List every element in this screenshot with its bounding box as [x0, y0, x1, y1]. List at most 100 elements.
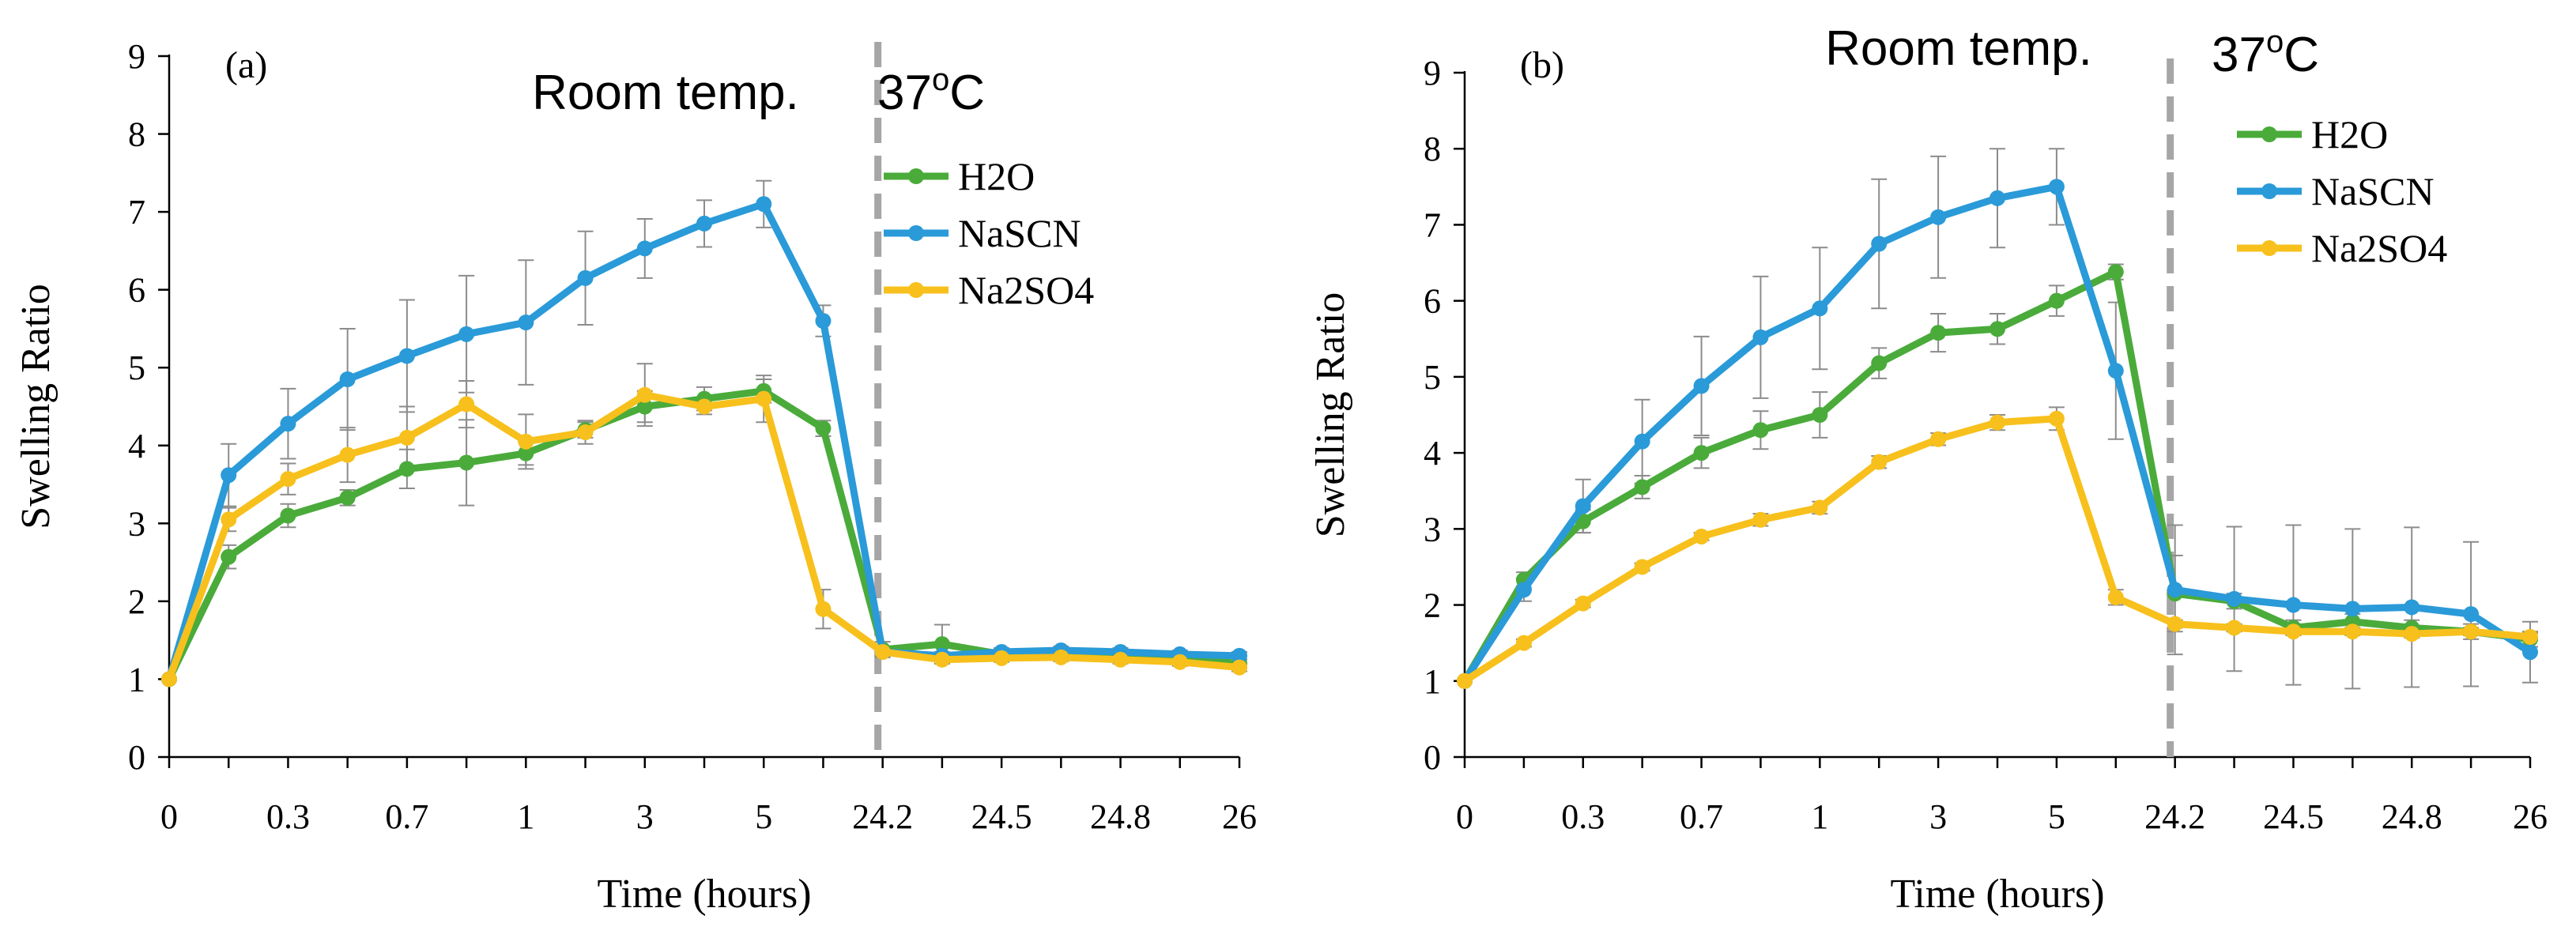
- data-point: [2463, 606, 2480, 623]
- data-point: [577, 424, 594, 441]
- data-point: [398, 461, 415, 477]
- data-point: [1693, 528, 1710, 544]
- series-na2so4: [161, 386, 1247, 687]
- data-point: [1515, 582, 1532, 598]
- data-point: [280, 471, 296, 488]
- legend-swatch-marker: [2261, 183, 2277, 199]
- series-h2o: [161, 382, 1247, 687]
- temperature-37c-label: 37oC: [877, 62, 985, 120]
- data-point: [756, 196, 772, 213]
- data-point: [221, 467, 237, 484]
- series-nascn: [1457, 179, 2538, 689]
- x-axis-title: Time (hours): [597, 872, 811, 917]
- series-line-h2o: [165, 387, 1243, 683]
- data-point: [636, 240, 653, 257]
- data-point: [458, 326, 475, 342]
- data-point: [1693, 445, 1710, 461]
- x-tick-label: 24.8: [2382, 797, 2442, 836]
- data-point: [2048, 292, 2065, 309]
- y-tick-label: 3: [128, 504, 145, 543]
- x-tick-label: 0.3: [1561, 797, 1605, 836]
- data-point: [339, 371, 356, 388]
- legend-label-h2o: H2O: [958, 154, 1035, 198]
- y-axis-title: Swelling Ratio: [13, 284, 58, 529]
- y-tick-label: 1: [1424, 662, 1441, 701]
- data-point: [2344, 623, 2361, 640]
- series-na2so4: [1457, 410, 2538, 689]
- x-tick-label: 5: [755, 797, 772, 836]
- data-point: [1990, 414, 2005, 431]
- y-tick-label: 0: [128, 738, 145, 777]
- data-point: [2404, 626, 2420, 642]
- legend-label-na2so4: Na2SO4: [958, 268, 1094, 312]
- data-point: [1871, 235, 1888, 252]
- legend-label-nascn: NaSCN: [958, 211, 1081, 255]
- data-point: [458, 454, 475, 471]
- temperature-value: 37: [2212, 28, 2266, 82]
- x-tick-label: 26: [2513, 797, 2548, 836]
- data-point: [1112, 651, 1129, 668]
- legend-swatch-marker: [908, 225, 924, 241]
- data-point: [2344, 601, 2361, 617]
- data-point: [1871, 454, 1888, 470]
- y-tick-label: 2: [1424, 586, 1441, 625]
- data-point: [1231, 659, 1247, 676]
- data-point: [2522, 644, 2538, 661]
- data-point: [1053, 649, 1069, 665]
- x-tick-label: 0.7: [1680, 797, 1723, 836]
- error-bars-na2so4: [221, 363, 1247, 672]
- chart-panel-a: 0 1 2 3 4 5 6 7 8 9 0 0.3 0.7 1 3 5 24.2 24.5 24.8 26 Time (…: [13, 37, 1257, 917]
- data-point: [2285, 623, 2302, 640]
- x-tick-label: 24.5: [971, 797, 1032, 836]
- data-point: [2404, 599, 2420, 616]
- degree-superscript: o: [2266, 24, 2284, 59]
- legend-label-na2so4: Na2SO4: [2311, 226, 2447, 270]
- data-point: [2167, 616, 2183, 632]
- data-point: [2048, 410, 2065, 427]
- data-point: [2285, 597, 2302, 613]
- y-tick-label: 7: [1424, 205, 1441, 244]
- data-point: [221, 548, 237, 565]
- x-tick-label: 24.2: [2144, 797, 2205, 836]
- data-point: [280, 416, 296, 432]
- data-point: [1930, 431, 1947, 447]
- y-tick-label: 9: [1424, 54, 1441, 92]
- legend-swatch-marker: [2261, 126, 2277, 142]
- x-tick-label: 24.5: [2263, 797, 2324, 836]
- data-point: [874, 643, 891, 660]
- data-point: [1575, 498, 1591, 514]
- error-bars-nascn: [221, 179, 1247, 661]
- room-temp-label: Room temp.: [532, 66, 799, 120]
- data-point: [2107, 363, 2124, 379]
- legend-swatch-marker: [908, 282, 924, 298]
- y-tick-label: 2: [128, 582, 145, 621]
- series-h2o: [1457, 264, 2538, 689]
- x-tick-label: 24.8: [1090, 797, 1151, 836]
- legend-label-nascn: NaSCN: [2311, 169, 2435, 213]
- data-point: [2107, 589, 2124, 605]
- x-tick-label: 0: [1456, 797, 1473, 836]
- data-point: [2226, 590, 2242, 607]
- x-tick-label: 1: [517, 797, 534, 836]
- data-point: [756, 390, 772, 407]
- data-point: [518, 315, 534, 331]
- data-point: [2167, 582, 2183, 598]
- data-point: [1634, 479, 1650, 495]
- temperature-37c-label: 37oC: [2212, 24, 2319, 82]
- data-point: [398, 348, 415, 364]
- data-point: [458, 396, 475, 412]
- data-point: [1693, 378, 1710, 394]
- data-point: [1457, 672, 1473, 689]
- x-tick-label: 26: [1222, 797, 1257, 836]
- data-point: [1930, 209, 1947, 225]
- data-point: [1752, 511, 1769, 528]
- data-point: [1515, 635, 1532, 651]
- y-tick-label: 1: [128, 660, 145, 699]
- data-point: [2107, 264, 2124, 281]
- data-point: [518, 445, 534, 461]
- y-tick-label: 6: [128, 271, 145, 310]
- y-tick-label: 5: [128, 348, 145, 387]
- y-tick-label: 8: [1424, 130, 1441, 168]
- x-axis-title: Time (hours): [1890, 872, 2104, 917]
